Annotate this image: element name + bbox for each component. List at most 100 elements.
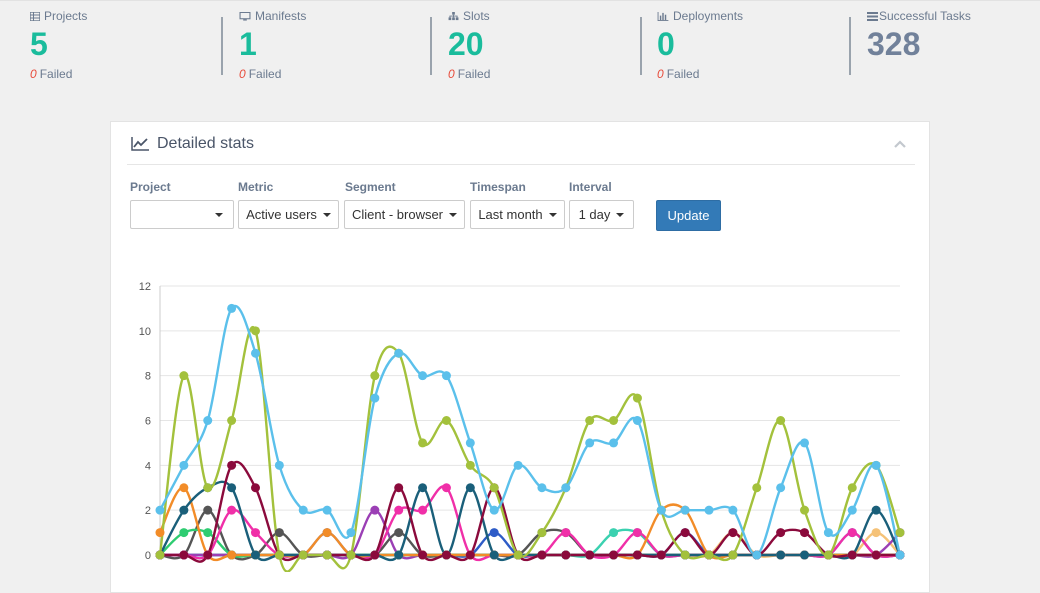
data-point: [537, 550, 547, 560]
data-point: [370, 550, 380, 560]
data-point: [823, 550, 833, 560]
failed-label: Failed: [666, 67, 700, 81]
caret-down-icon: [449, 212, 458, 217]
data-point: [441, 550, 451, 560]
data-point: [322, 505, 332, 515]
failed-count: 0: [657, 67, 664, 81]
data-point: [441, 416, 451, 425]
metric-label: Metric: [238, 180, 274, 194]
y-tick-label: 4: [145, 460, 151, 472]
data-point: [537, 483, 547, 493]
data-point: [752, 550, 762, 560]
stat-value: 328: [867, 26, 921, 62]
desktop-icon: [239, 11, 251, 21]
caret-down-icon: [616, 212, 625, 217]
data-point: [274, 528, 284, 538]
stat-divider: [640, 17, 642, 75]
data-point: [394, 348, 404, 358]
data-point: [179, 483, 189, 493]
data-point: [489, 483, 499, 493]
data-point: [203, 505, 213, 515]
data-point: [704, 550, 714, 560]
interval-value: 1 day: [578, 207, 611, 222]
panel-title-text: Detailed stats: [157, 135, 254, 152]
data-point: [489, 505, 499, 515]
data-point: [441, 371, 451, 381]
y-tick-label: 0: [145, 550, 151, 562]
data-point: [656, 550, 666, 560]
data-point: [728, 550, 738, 560]
data-point: [800, 505, 810, 515]
stat-projects: Projects 5 0 Failed: [30, 9, 87, 89]
y-tick-label: 10: [139, 326, 151, 338]
data-point: [418, 438, 428, 448]
project-dropdown[interactable]: [130, 200, 234, 229]
data-point: [418, 550, 428, 560]
data-point: [895, 528, 905, 538]
data-point: [609, 528, 619, 538]
update-button[interactable]: Update: [656, 200, 721, 231]
data-point: [609, 438, 619, 448]
data-point: [465, 460, 475, 470]
data-point: [561, 528, 571, 538]
data-point: [179, 505, 189, 515]
panel-title: Detailed stats: [131, 135, 254, 153]
data-point: [250, 326, 260, 336]
series-line: [158, 304, 902, 557]
failed-count: 0: [30, 67, 37, 81]
segment-label: Segment: [345, 180, 396, 194]
caret-down-icon: [322, 212, 331, 217]
data-point: [394, 505, 404, 515]
segment-dropdown[interactable]: Client - browser: [344, 200, 465, 229]
panel-divider: [127, 164, 915, 165]
data-point: [609, 550, 619, 560]
stat-label: Manifests: [255, 9, 307, 23]
data-point: [227, 505, 237, 515]
data-point: [179, 528, 189, 538]
data-point: [418, 371, 428, 381]
data-point: [203, 483, 213, 493]
data-point: [489, 528, 499, 538]
stat-value: 5: [30, 26, 48, 62]
data-point: [250, 550, 260, 560]
caret-down-icon: [215, 213, 223, 217]
data-point: [322, 550, 332, 560]
data-point: [179, 550, 189, 560]
data-point: [418, 483, 428, 493]
data-point: [465, 438, 475, 448]
y-tick-label: 6: [145, 416, 151, 428]
data-point: [585, 416, 595, 425]
data-point: [274, 460, 284, 470]
line-chart-icon: [131, 137, 149, 151]
data-point: [227, 550, 237, 560]
data-point: [155, 505, 165, 515]
sitemap-icon: [448, 11, 459, 20]
timespan-value: Last month: [478, 207, 543, 222]
data-point: [394, 528, 404, 538]
data-point: [847, 505, 857, 515]
caret-down-icon: [548, 212, 557, 217]
chevron-up-icon[interactable]: [893, 137, 907, 151]
data-point: [537, 528, 547, 538]
data-point: [680, 550, 690, 560]
data-point: [513, 460, 523, 470]
data-point: [800, 438, 810, 448]
data-point: [895, 550, 905, 560]
data-point: [298, 550, 308, 560]
data-point: [585, 550, 595, 560]
metric-dropdown[interactable]: Active users: [238, 200, 339, 229]
stat-successful-tasks: Successful Tasks 328: [867, 9, 971, 89]
y-tick-label: 12: [139, 281, 151, 293]
data-point: [250, 528, 260, 538]
data-point: [680, 505, 690, 515]
data-point: [489, 550, 499, 560]
stat-label: Successful Tasks: [879, 9, 971, 23]
stat-deployments: Deployments 0 0 Failed: [657, 9, 743, 89]
interval-dropdown[interactable]: 1 day: [569, 200, 634, 229]
data-point: [179, 371, 189, 381]
timespan-dropdown[interactable]: Last month: [470, 200, 565, 229]
data-point: [656, 505, 666, 515]
data-point: [418, 505, 428, 515]
data-point: [561, 483, 571, 493]
data-point: [298, 505, 308, 515]
